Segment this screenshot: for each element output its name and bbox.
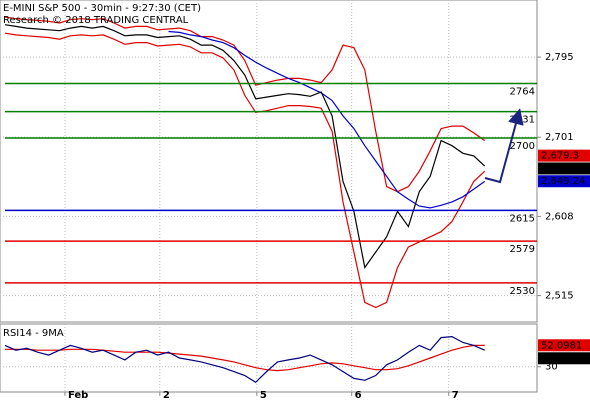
level-label: 2731: [510, 115, 535, 126]
level-label: 2615: [510, 213, 535, 224]
level-label: 2530: [510, 286, 535, 297]
x-tick-label: 5: [260, 390, 267, 400]
series-line: [4, 335, 485, 384]
price-box: [538, 149, 590, 162]
chart-subtitle: Research © 2018 TRADING CENTRAL: [3, 15, 189, 26]
series-line: [4, 24, 486, 269]
y-tick-label: 2,515: [545, 291, 574, 302]
forecast-arrow: [484, 108, 524, 184]
series-line: [4, 32, 486, 309]
price-box: [538, 175, 590, 188]
x-tick-label: Feb: [68, 390, 88, 400]
chart-title: E-MINI S&P 500 - 30min - 9:27:30 (CET): [3, 3, 201, 14]
price-label: 2,679.3: [541, 151, 579, 162]
x-tick-label: 6: [355, 390, 362, 400]
rsi-panel: [0, 323, 538, 393]
y-tick-label: 2,701: [545, 132, 574, 143]
series-line: [168, 30, 486, 209]
x-tick-label: 2: [163, 390, 170, 400]
value-box: [538, 339, 590, 352]
value-label: 52.0981: [541, 340, 582, 351]
level-label: 2579: [510, 244, 535, 255]
y-tick-label: 2,608: [545, 211, 574, 222]
level-label: 2764: [510, 86, 535, 97]
x-tick-label: 7: [452, 390, 459, 400]
series-line: [4, 16, 486, 193]
price-label: 2,649.24: [541, 176, 586, 187]
plot-area: [0, 324, 537, 392]
value-box: [538, 352, 590, 365]
price-panel: [0, 0, 538, 323]
price-box: [538, 162, 590, 175]
value-label: 47.4454: [541, 353, 582, 364]
rsi-title: RSI14 - 9MA: [3, 328, 64, 339]
level-label: 2700: [510, 141, 535, 152]
plot-area: [0, 0, 537, 322]
price-label: 2,664.25: [541, 163, 586, 174]
y-tick-label: 2,795: [545, 52, 574, 63]
y-tick-label: 30: [545, 362, 558, 373]
